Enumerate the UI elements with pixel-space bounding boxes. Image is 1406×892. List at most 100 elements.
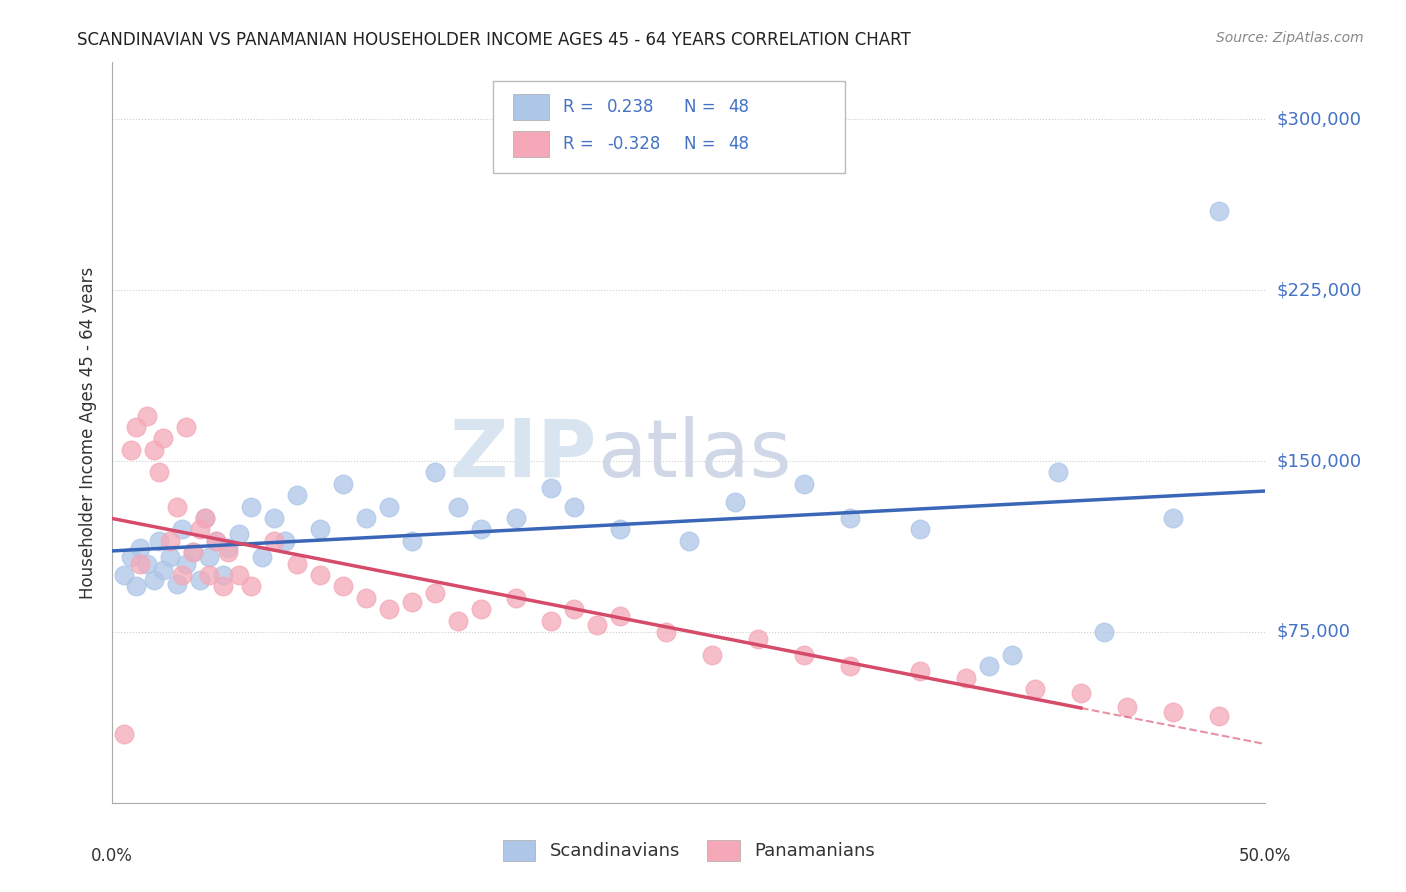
Point	[239, 579, 262, 593]
Text: N =: N =	[685, 135, 721, 153]
Text: $300,000: $300,000	[1277, 111, 1361, 128]
Point	[332, 476, 354, 491]
Point	[143, 573, 166, 587]
Text: 50.0%: 50.0%	[1239, 847, 1292, 865]
Point	[793, 476, 815, 491]
Point	[159, 533, 181, 548]
Point	[1161, 705, 1184, 719]
Text: ZIP: ZIP	[450, 416, 596, 494]
Point	[401, 595, 423, 609]
Point	[505, 511, 527, 525]
Text: Source: ZipAtlas.com: Source: ZipAtlas.com	[1216, 31, 1364, 45]
Point	[609, 523, 631, 537]
Point	[152, 431, 174, 445]
Point	[217, 541, 239, 555]
Text: R =: R =	[564, 135, 599, 153]
Point	[239, 500, 262, 514]
Point	[309, 568, 332, 582]
Point	[540, 614, 562, 628]
Point	[205, 533, 228, 548]
Point	[378, 500, 401, 514]
Point	[470, 523, 492, 537]
Point	[747, 632, 769, 646]
Point	[1046, 466, 1069, 480]
Point	[609, 609, 631, 624]
Point	[425, 586, 447, 600]
Point	[425, 466, 447, 480]
Point	[1024, 681, 1046, 696]
Y-axis label: Householder Income Ages 45 - 64 years: Householder Income Ages 45 - 64 years	[79, 267, 97, 599]
Point	[562, 602, 585, 616]
Text: $75,000: $75,000	[1277, 623, 1351, 641]
Point	[1070, 686, 1092, 700]
Point	[839, 659, 862, 673]
Point	[977, 659, 1000, 673]
Point	[793, 648, 815, 662]
Text: 48: 48	[728, 98, 749, 116]
Text: 0.0%: 0.0%	[90, 847, 132, 865]
Point	[401, 533, 423, 548]
Text: 48: 48	[728, 135, 749, 153]
Point	[540, 482, 562, 496]
Point	[212, 579, 235, 593]
Point	[194, 511, 217, 525]
Point	[309, 523, 332, 537]
Point	[724, 495, 747, 509]
Bar	[513, 94, 550, 120]
Point	[120, 442, 142, 457]
Point	[354, 511, 377, 525]
Point	[955, 671, 977, 685]
Point	[263, 511, 285, 525]
Point	[170, 568, 193, 582]
Point	[470, 602, 492, 616]
Point	[112, 568, 135, 582]
Point	[143, 442, 166, 457]
Point	[152, 564, 174, 578]
Point	[1161, 511, 1184, 525]
Point	[274, 533, 297, 548]
Text: -0.328: -0.328	[607, 135, 661, 153]
Point	[188, 573, 211, 587]
Point	[839, 511, 862, 525]
Point	[447, 614, 470, 628]
Point	[174, 557, 197, 571]
Point	[1001, 648, 1024, 662]
Point	[136, 409, 159, 423]
Point	[205, 533, 228, 548]
Text: atlas: atlas	[596, 416, 792, 494]
Point	[188, 523, 211, 537]
Point	[129, 557, 152, 571]
Text: $225,000: $225,000	[1277, 281, 1362, 299]
Point	[354, 591, 377, 605]
Point	[212, 568, 235, 582]
Point	[332, 579, 354, 593]
Legend: Scandinavians, Panamanians: Scandinavians, Panamanians	[496, 832, 882, 868]
Point	[136, 557, 159, 571]
FancyBboxPatch shape	[494, 81, 845, 173]
Point	[562, 500, 585, 514]
Point	[447, 500, 470, 514]
Point	[1208, 709, 1230, 723]
Point	[700, 648, 723, 662]
Point	[228, 568, 250, 582]
Point	[159, 549, 181, 564]
Text: 0.238: 0.238	[607, 98, 655, 116]
Point	[174, 420, 197, 434]
Text: R =: R =	[564, 98, 599, 116]
Point	[124, 579, 146, 593]
Point	[124, 420, 146, 434]
Point	[181, 545, 204, 559]
Point	[252, 549, 274, 564]
Point	[198, 549, 221, 564]
Bar	[513, 130, 550, 157]
Point	[655, 624, 678, 639]
Point	[908, 664, 931, 678]
Point	[148, 466, 170, 480]
Point	[166, 577, 188, 591]
Point	[120, 549, 142, 564]
Point	[166, 500, 188, 514]
Point	[285, 557, 308, 571]
Point	[678, 533, 700, 548]
Point	[112, 727, 135, 741]
Text: N =: N =	[685, 98, 721, 116]
